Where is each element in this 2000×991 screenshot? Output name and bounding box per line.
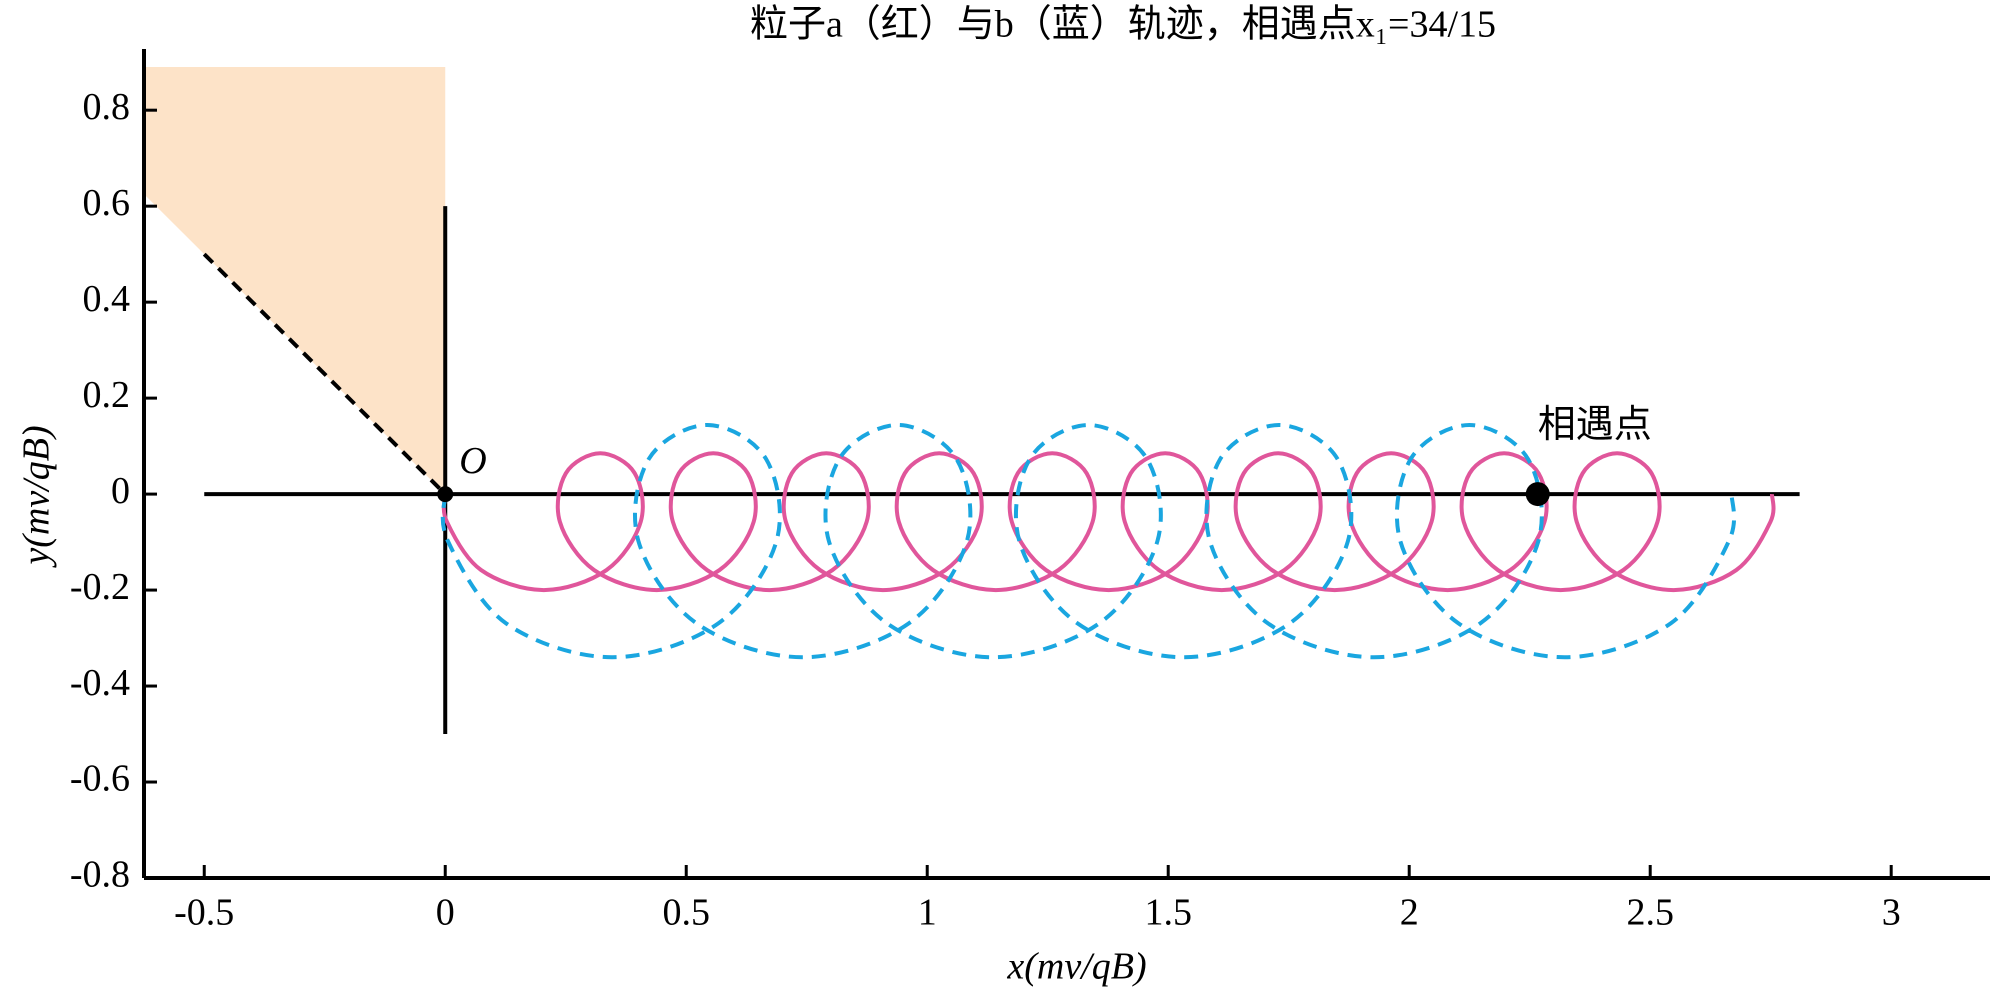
x-tick-label: 3 bbox=[1882, 892, 1901, 934]
y-tick-label: -0.6 bbox=[70, 758, 130, 800]
y-tick-label: 0.2 bbox=[83, 374, 131, 416]
chart-title: 粒子a（红）与b（蓝）轨迹，相遇点x₁=34/15 bbox=[750, 4, 1496, 46]
point-label: O bbox=[459, 440, 486, 482]
y-tick-label: 0.4 bbox=[83, 278, 131, 320]
shaded-region bbox=[144, 67, 446, 495]
y-tick-label: -0.4 bbox=[70, 662, 130, 704]
y-tick-label: 0 bbox=[111, 470, 130, 512]
y-axis-label: y(mv/qB) bbox=[16, 425, 58, 568]
y-tick-label: -0.2 bbox=[70, 566, 130, 608]
x-tick-label: 0 bbox=[436, 892, 455, 934]
x-tick-label: 0.5 bbox=[662, 892, 710, 934]
trajectory bbox=[440, 422, 1737, 660]
x-axis-label: x(mv/qB) bbox=[1006, 946, 1146, 988]
x-tick-label: 1 bbox=[918, 892, 937, 934]
x-tick-label: -0.5 bbox=[174, 892, 234, 934]
trajectory bbox=[441, 451, 1776, 593]
x-tick-label: 2.5 bbox=[1626, 892, 1674, 934]
y-tick-label: 0.6 bbox=[83, 182, 131, 224]
x-tick-label: 2 bbox=[1400, 892, 1419, 934]
y-tick-label: -0.8 bbox=[70, 854, 130, 896]
reference-line bbox=[202, 252, 447, 496]
x-tick-label: 1.5 bbox=[1144, 892, 1192, 934]
point-marker bbox=[437, 486, 454, 503]
y-tick-label: 0.8 bbox=[83, 86, 131, 128]
point-label: 相遇点 bbox=[1538, 404, 1652, 446]
point-marker bbox=[1525, 482, 1550, 507]
